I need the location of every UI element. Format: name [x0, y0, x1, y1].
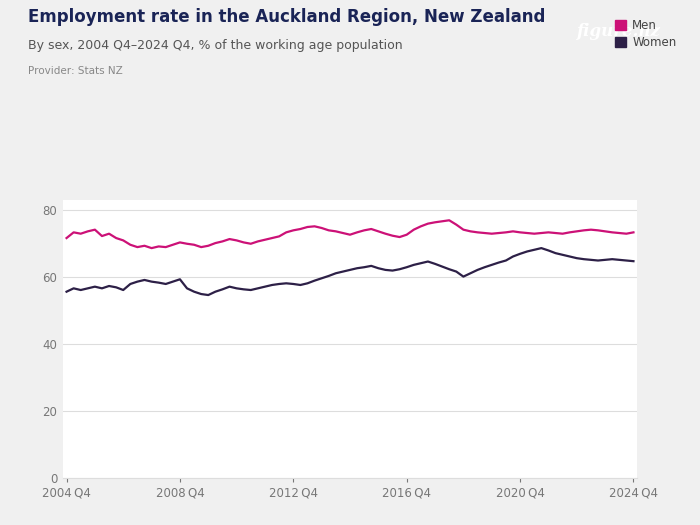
Legend: Men, Women: Men, Women [615, 19, 677, 49]
Text: Employment rate in the Auckland Region, New Zealand: Employment rate in the Auckland Region, … [28, 8, 545, 26]
Text: By sex, 2004 Q4–2024 Q4, % of the working age population: By sex, 2004 Q4–2024 Q4, % of the workin… [28, 39, 402, 52]
Text: figure.nz: figure.nz [577, 23, 661, 40]
Text: Provider: Stats NZ: Provider: Stats NZ [28, 66, 122, 76]
